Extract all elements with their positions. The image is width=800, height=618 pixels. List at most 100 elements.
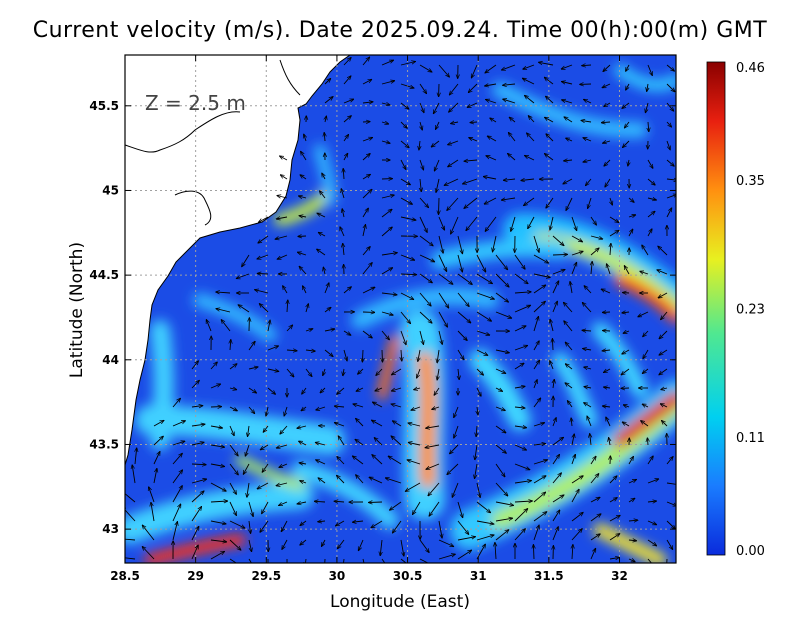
current-arrow [299,463,307,464]
current-arrow [658,246,668,256]
current-arrow [299,216,307,217]
current-arrow [400,330,406,345]
current-arrow [546,134,554,142]
current-arrow [356,418,364,427]
current-arrow [316,406,326,410]
current-arrow [452,482,459,497]
current-arrow [552,437,564,446]
current-arrow [337,475,345,484]
current-arrow [471,64,478,78]
current-arrow [420,178,421,192]
current-arrow [248,501,253,517]
current-arrow [572,545,573,560]
current-arrow [563,178,573,184]
current-arrow [570,282,572,294]
current-arrow [609,557,619,559]
current-arrow [338,436,345,446]
current-arrow [607,264,611,275]
current-arrow [514,463,530,470]
current-arrow [255,290,269,294]
current-arrow [533,341,539,351]
current-arrow [495,444,506,453]
current-arrow [591,261,592,275]
current-arrow [601,122,611,123]
current-arrow [229,406,237,411]
current-arrow [552,527,558,541]
current-arrow [229,539,241,550]
current-arrow [514,326,526,332]
current-arrow [210,482,226,491]
current-arrow [405,482,421,491]
current-arrow [324,307,331,313]
current-arrow [362,349,363,362]
current-arrow [666,102,674,111]
current-arrow [426,426,440,428]
current-arrow [324,97,333,104]
current-arrow [647,501,657,502]
current-arrow [642,404,649,407]
current-arrow [191,406,203,407]
current-arrow [437,349,439,363]
current-arrow [132,465,136,484]
current-arrow [283,286,288,294]
current-arrow [552,418,556,427]
current-arrow [584,286,592,294]
current-arrow [533,423,545,427]
current-arrow [247,482,249,497]
current-arrow [571,216,577,231]
current-arrow [564,117,573,123]
current-arrow [374,438,383,446]
current-arrow [356,475,364,484]
current-arrow [419,558,429,563]
current-arrow [400,62,416,66]
current-arrow [362,330,372,338]
current-arrow [276,217,288,219]
current-arrow [191,424,205,426]
current-arrow [142,525,155,541]
current-arrow [552,339,553,351]
current-arrow [429,501,440,516]
current-arrow [514,407,525,408]
current-arrow [622,349,630,354]
current-arrow [286,368,294,377]
current-arrow [257,274,269,275]
current-arrow [628,457,633,465]
current-arrow [475,444,477,460]
current-arrow [528,216,535,229]
current-arrow [306,304,308,313]
current-arrow [391,404,402,408]
current-arrow [571,262,577,275]
current-arrow [400,178,410,185]
current-arrow [571,251,583,256]
current-arrow [381,330,389,340]
current-arrow [324,283,329,294]
current-arrow [533,273,550,278]
current-arrow [318,232,326,237]
current-arrow [324,79,331,85]
current-arrow [476,544,485,560]
current-arrow [267,387,276,394]
current-arrow [533,380,537,389]
current-arrow [438,539,454,547]
current-arrow [647,479,659,484]
current-arrow [572,434,574,446]
current-arrow [503,179,516,180]
current-arrow [125,538,136,541]
current-arrow [590,534,600,541]
current-arrow [369,477,383,484]
current-arrow [603,141,611,143]
current-arrow [153,468,157,484]
current-arrow [571,512,583,522]
current-arrow [666,520,675,529]
current-arrow [609,476,617,484]
current-arrow [400,121,407,128]
current-arrow [210,384,221,389]
current-arrow [552,510,560,522]
current-arrow [229,482,236,494]
current-arrow [603,64,611,72]
current-arrow [476,330,490,335]
current-arrow [487,136,497,142]
current-arrow [476,482,480,498]
current-arrow [602,350,611,351]
current-arrow [457,292,469,307]
